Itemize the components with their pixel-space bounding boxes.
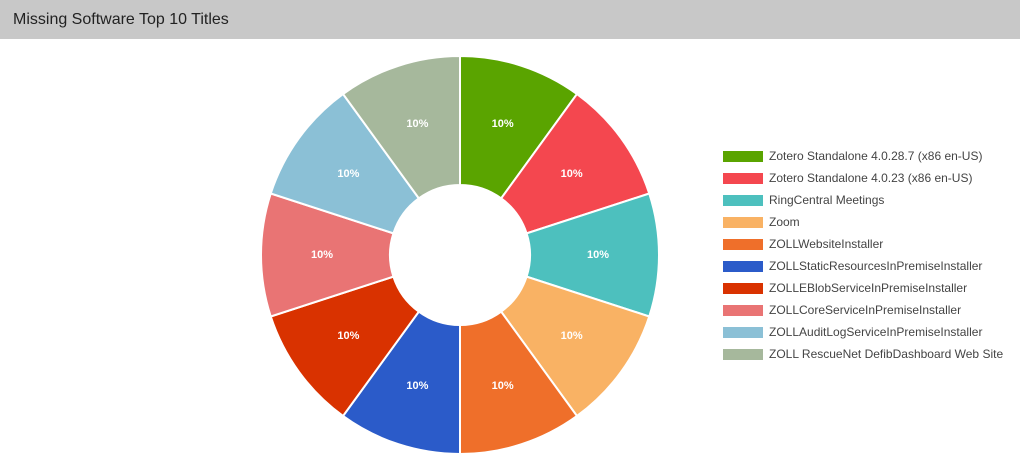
legend-label: ZOLLWebsiteInstaller — [769, 237, 884, 251]
legend-swatch — [723, 150, 763, 162]
slice-data-label: 10% — [337, 168, 359, 180]
slice-data-label: 10% — [492, 118, 514, 130]
panel-header: Missing Software Top 10 Titles — [0, 0, 1020, 39]
panel-title: Missing Software Top 10 Titles — [13, 11, 229, 28]
legend-item[interactable]: ZOLLStaticResourcesInPremiseInstaller — [723, 255, 1003, 277]
legend-label: Zotero Standalone 4.0.23 (x86 en-US) — [769, 171, 973, 185]
legend-label: RingCentral Meetings — [769, 193, 885, 207]
legend-swatch — [723, 260, 763, 272]
legend-swatch — [723, 194, 763, 206]
legend-item[interactable]: ZOLLCoreServiceInPremiseInstaller — [723, 299, 1003, 321]
slice-data-label: 10% — [561, 330, 583, 342]
slice-data-label: 10% — [406, 118, 428, 130]
legend-swatch — [723, 326, 763, 338]
legend-label: Zotero Standalone 4.0.28.7 (x86 en-US) — [769, 149, 983, 163]
legend-item[interactable]: Zoom — [723, 211, 1003, 233]
legend-item[interactable]: ZOLL RescueNet DefibDashboard Web Site — [723, 343, 1003, 365]
slice-data-label: 10% — [406, 380, 428, 392]
legend-label: Zoom — [769, 215, 800, 229]
legend-label: ZOLLAuditLogServiceInPremiseInstaller — [769, 325, 983, 339]
slice-data-label: 10% — [587, 249, 609, 261]
slice-data-label: 10% — [561, 168, 583, 180]
legend-swatch — [723, 304, 763, 316]
legend-item[interactable]: RingCentral Meetings — [723, 189, 1003, 211]
legend-swatch — [723, 282, 763, 294]
legend-item[interactable]: ZOLLWebsiteInstaller — [723, 233, 1003, 255]
slice-data-label: 10% — [492, 380, 514, 392]
legend-label: ZOLL RescueNet DefibDashboard Web Site — [769, 347, 1004, 361]
donut-slice[interactable] — [341, 54, 461, 200]
legend-item[interactable]: Zotero Standalone 4.0.28.7 (x86 en-US) — [723, 145, 1003, 167]
legend-swatch — [723, 238, 763, 250]
legend-label: ZOLLStaticResourcesInPremiseInstaller — [769, 259, 983, 273]
legend-swatch — [723, 172, 763, 184]
legend-item[interactable]: ZOLLEBlobServiceInPremiseInstaller — [723, 277, 1003, 299]
chart-legend: Zotero Standalone 4.0.28.7 (x86 en-US) Zo… — [723, 145, 1003, 365]
legend-label: ZOLLCoreServiceInPremiseInstaller — [769, 303, 962, 317]
donut-chart: 10% 10% 10% 10% 10% 10% 10% 10% 10% 10% — [260, 54, 660, 456]
legend-swatch — [723, 216, 763, 228]
legend-label: ZOLLEBlobServiceInPremiseInstaller — [769, 281, 968, 295]
legend-item[interactable]: Zotero Standalone 4.0.23 (x86 en-US) — [723, 167, 1003, 189]
slice-data-label: 10% — [337, 330, 359, 342]
legend-swatch — [723, 348, 763, 360]
slice-data-label: 10% — [311, 249, 333, 261]
legend-item[interactable]: ZOLLAuditLogServiceInPremiseInstaller — [723, 321, 1003, 343]
